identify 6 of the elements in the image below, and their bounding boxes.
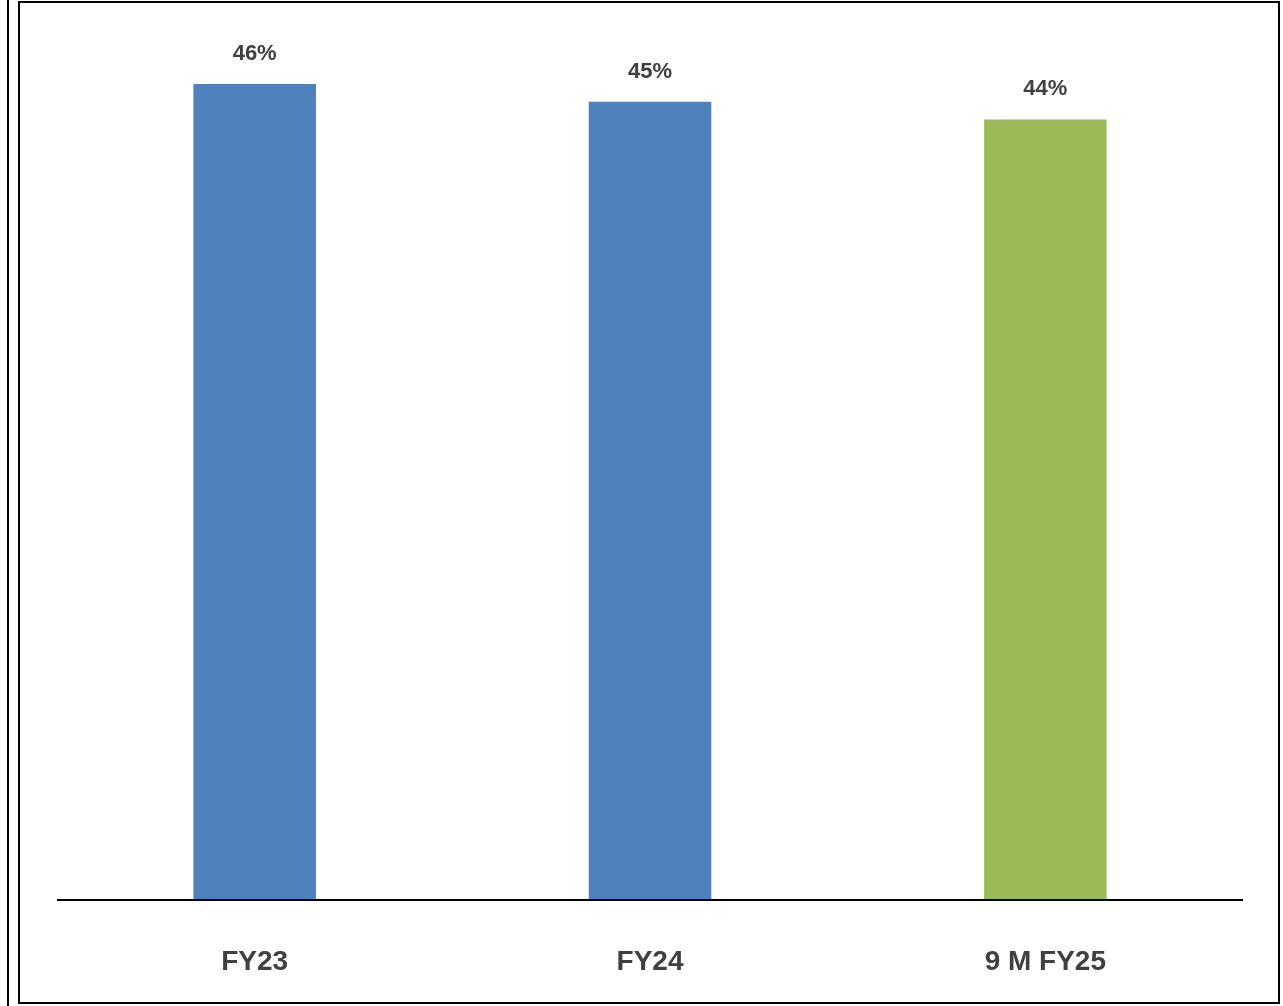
data-label: 46% xyxy=(232,40,277,65)
x-tick-label: FY23 xyxy=(221,945,289,976)
x-tick-label: FY24 xyxy=(616,945,684,976)
data-label: 44% xyxy=(1023,75,1068,101)
data-label: 45% xyxy=(627,57,673,83)
x-tick-label: 9 M FY25 xyxy=(984,945,1107,976)
